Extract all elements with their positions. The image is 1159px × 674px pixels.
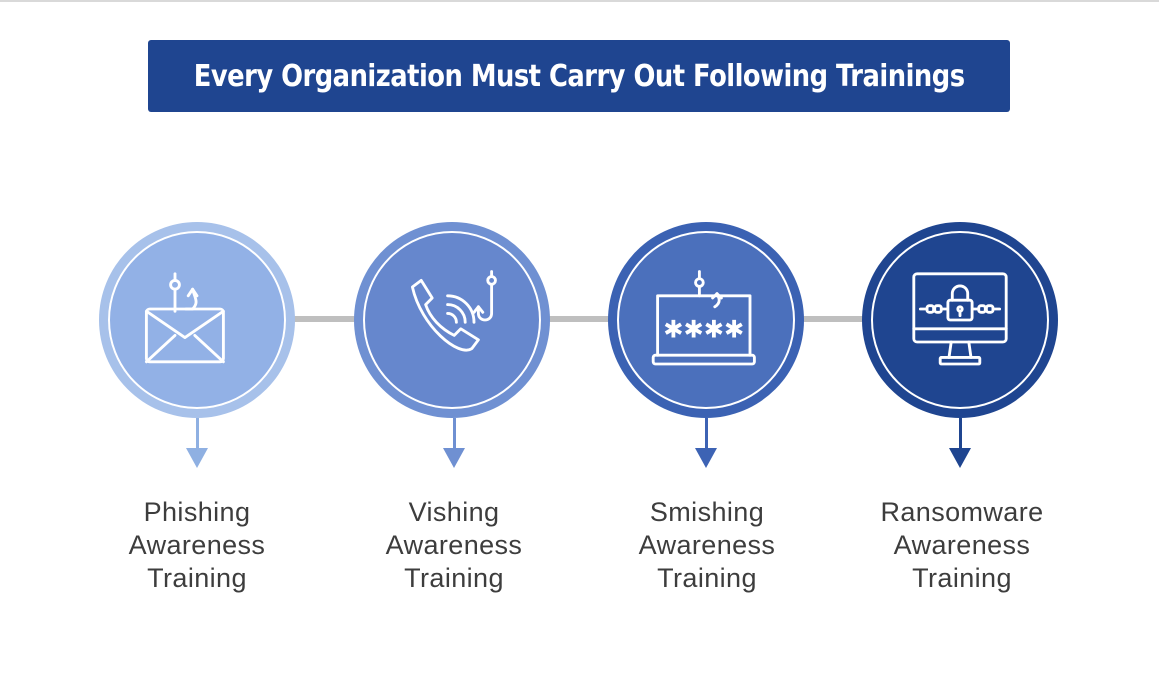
ransomware-node-inner bbox=[871, 231, 1049, 409]
smishing-label-line-2: Awareness bbox=[638, 530, 776, 560]
ransomware-label-line-2: Awareness bbox=[893, 530, 1031, 560]
vishing-arrow-stem bbox=[453, 418, 456, 450]
smishing-laptop-icon: ✱✱✱✱ bbox=[651, 270, 756, 366]
phishing-envelope-icon bbox=[144, 272, 225, 364]
vishing-label-line-1: Vishing bbox=[408, 497, 500, 527]
vishing-node-inner bbox=[363, 231, 541, 409]
smishing-label: Smishing Awareness Training bbox=[587, 496, 827, 595]
phishing-arrow-stem bbox=[196, 418, 199, 450]
vishing-node bbox=[354, 222, 550, 418]
vishing-arrow-head bbox=[443, 448, 465, 468]
phishing-label-line-2: Awareness bbox=[128, 530, 266, 560]
phishing-arrow-head bbox=[186, 448, 208, 468]
svg-text:✱✱✱✱: ✱✱✱✱ bbox=[663, 316, 744, 344]
smishing-arrow-stem bbox=[705, 418, 708, 450]
top-border bbox=[0, 0, 1159, 2]
ransomware-monitor-lock-icon bbox=[912, 272, 1008, 366]
phishing-node-inner bbox=[108, 231, 286, 409]
smishing-label-line-3: Training bbox=[657, 563, 757, 593]
ransomware-label-line-1: Ransomware bbox=[880, 497, 1044, 527]
phishing-label: Phishing Awareness Training bbox=[77, 496, 317, 595]
phishing-label-line-1: Phishing bbox=[143, 497, 251, 527]
phishing-label-line-3: Training bbox=[147, 563, 247, 593]
timeline-connector bbox=[200, 316, 960, 322]
phishing-node bbox=[99, 222, 295, 418]
vishing-label: Vishing Awareness Training bbox=[334, 496, 574, 595]
smishing-label-line-1: Smishing bbox=[649, 497, 765, 527]
smishing-arrow-head bbox=[695, 448, 717, 468]
page-title: Every Organization Must Carry Out Follow… bbox=[193, 58, 965, 94]
smishing-node: ✱✱✱✱ bbox=[608, 222, 804, 418]
ransomware-label: Ransomware Awareness Training bbox=[842, 496, 1082, 595]
ransomware-node bbox=[862, 222, 1058, 418]
title-banner: Every Organization Must Carry Out Follow… bbox=[148, 40, 1010, 112]
vishing-phone-icon bbox=[410, 270, 497, 352]
ransomware-arrow-head bbox=[949, 448, 971, 468]
vishing-label-line-2: Awareness bbox=[385, 530, 523, 560]
vishing-label-line-3: Training bbox=[404, 563, 504, 593]
ransomware-arrow-stem bbox=[959, 418, 962, 450]
smishing-node-inner: ✱✱✱✱ bbox=[617, 231, 795, 409]
ransomware-label-line-3: Training bbox=[912, 563, 1012, 593]
